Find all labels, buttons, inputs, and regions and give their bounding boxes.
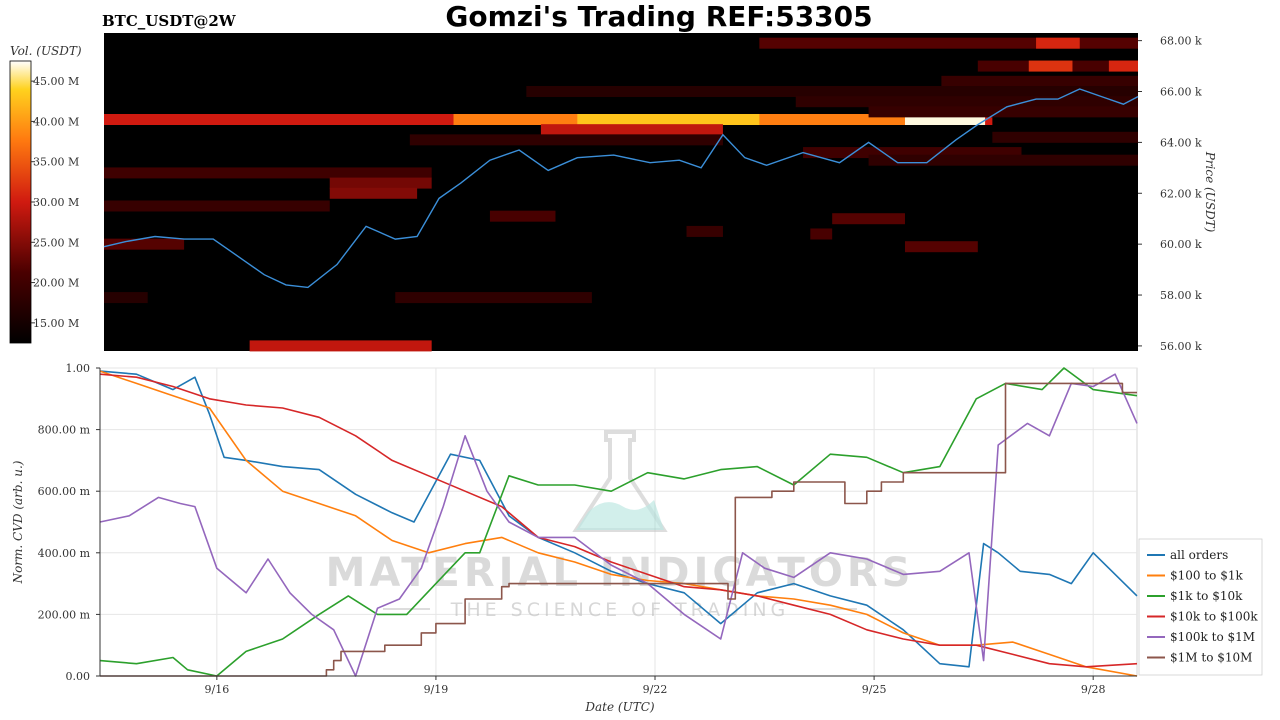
- chart-title: Gomzi's Trading REF:53305: [445, 0, 872, 33]
- liquidity-band: [104, 292, 148, 304]
- y-tick-label: 800.00 m: [38, 424, 91, 437]
- price-tick-label: 62.00 k: [1160, 187, 1202, 200]
- liquidity-band: [868, 106, 1138, 118]
- liquidity-band: [249, 340, 432, 352]
- price-tick-label: 56.00 k: [1160, 340, 1202, 353]
- x-tick-label: 9/16: [204, 683, 229, 696]
- liquidity-band: [104, 167, 432, 179]
- colorbar-tick-label: 25.00 M: [33, 236, 79, 249]
- liquidity-band: [1108, 60, 1138, 72]
- series-line-all-orders: [99, 370, 1138, 668]
- liquidity-band: [1028, 60, 1073, 72]
- colorbar-gradient: [9, 60, 32, 344]
- colorbar-tick-label: 20.00 M: [33, 277, 79, 290]
- heatmap-panel: 56.00 k 58.00 k 60.00 k 62.00 k 64.00 k 66.00…: [103, 33, 1217, 353]
- symbol-label: BTC_USDT@2W: [102, 12, 237, 30]
- liquidity-band: [904, 241, 978, 253]
- price-tick-label: 64.00 k: [1160, 136, 1202, 149]
- price-tick-label: 68.00 k: [1160, 35, 1202, 48]
- liquidity-band: [526, 86, 1138, 98]
- liquidity-band: [803, 147, 1022, 159]
- colorbar: Vol. (USDT) 15.00 M 20.00 M 25.00 M 30.00 M…: [9, 44, 82, 344]
- colorbar-tick-label: 35.00 M: [33, 156, 79, 169]
- colorbar-tick-label: 30.00 M: [33, 196, 79, 209]
- price-tick-label: 58.00 k: [1160, 289, 1202, 302]
- cvd-series: [99, 367, 1138, 677]
- liquidity-band: [810, 228, 833, 240]
- cvd-axes: 0.00 200.00 m 400.00 m 600.00 m 800.00 m 1.00…: [38, 362, 1137, 696]
- price-line: [103, 88, 1139, 289]
- price-tick-label: 66.00 k: [1160, 86, 1202, 99]
- colorbar-label: Vol. (USDT): [10, 44, 82, 58]
- liquidity-band: [104, 200, 330, 212]
- liquidity-band: [868, 154, 1138, 166]
- colorbar-tick-label: 40.00 M: [33, 115, 79, 128]
- legend-items: all orders $100 to $1k $1k to $10k $10k to …: [1147, 548, 1258, 665]
- y-tick-label: 0.00: [66, 670, 91, 683]
- y-tick-label: 1.00: [66, 362, 91, 375]
- legend-label: $1M to $10M: [1170, 651, 1252, 665]
- liquidity-band: [489, 210, 556, 222]
- x-tick-label: 9/22: [643, 683, 668, 696]
- legend-label: all orders: [1170, 548, 1228, 562]
- liquidity-band: [992, 131, 1138, 143]
- liquidity-band: [904, 113, 986, 125]
- cvd-y-axis-label: Norm. CVD (arb. u.): [11, 460, 25, 584]
- liquidity-band: [941, 75, 1138, 87]
- y-tick-label: 600.00 m: [38, 485, 91, 498]
- liquidity-band: [104, 238, 185, 250]
- x-tick-label: 9/25: [862, 683, 887, 696]
- liquidity-band: [540, 124, 723, 136]
- colorbar-ticks: 15.00 M 20.00 M 25.00 M 30.00 M 35.00 M 40.00…: [31, 75, 79, 330]
- cvd-background: [99, 367, 1138, 677]
- y-tick-label: 200.00 m: [38, 608, 91, 621]
- legend-label: $1k to $10k: [1170, 589, 1243, 603]
- series-line--10k-to-100k: [99, 373, 1138, 668]
- legend-label: $100k to $1M: [1170, 630, 1255, 644]
- liquidity-band: [329, 177, 432, 189]
- liquidity-band: [329, 187, 418, 199]
- colorbar-tick-label: 45.00 M: [33, 75, 79, 88]
- liquidity-band: [759, 37, 1138, 49]
- cvd-x-axis-label: Date (UTC): [584, 700, 654, 714]
- legend-box: [1138, 538, 1263, 676]
- legend-label: $100 to $1k: [1170, 569, 1243, 583]
- liquidity-band: [577, 113, 760, 125]
- liquidity-band: [409, 134, 723, 146]
- cvd-panel: MATERIAL INDICATORS THE SCIENCE OF TRADI…: [11, 362, 1138, 714]
- watermark-main: MATERIAL INDICATORS: [326, 550, 915, 596]
- series-line--100k-to-1m: [99, 373, 1138, 677]
- liquidity-band: [686, 225, 723, 237]
- colorbar-tick-label: 15.00 M: [33, 317, 79, 330]
- series-line--1k-to-10k: [99, 367, 1138, 677]
- liquidity-band: [1036, 37, 1080, 49]
- series-line--1m-to-10m: [100, 382, 1137, 677]
- legend-label: $10k to $100k: [1170, 610, 1258, 624]
- price-axis-label: Price (USDT): [1203, 151, 1217, 233]
- liquidity-band: [832, 213, 905, 225]
- x-tick-label: 9/19: [424, 683, 449, 696]
- heatmap-bands: [104, 37, 1138, 352]
- liquidity-band: [395, 292, 592, 304]
- liquidity-band: [795, 96, 1138, 108]
- flask-logo: [572, 430, 668, 532]
- y-tick-label: 400.00 m: [38, 547, 91, 560]
- price-tick-label: 60.00 k: [1160, 238, 1202, 251]
- watermark-sub: THE SCIENCE OF TRADING: [450, 599, 790, 621]
- price-axis-ticks: 56.00 k 58.00 k 60.00 k 62.00 k 64.00 k 66.00…: [1138, 35, 1202, 353]
- x-tick-label: 9/28: [1081, 683, 1106, 696]
- legend: all orders $100 to $1k $1k to $10k $10k to …: [1138, 538, 1263, 676]
